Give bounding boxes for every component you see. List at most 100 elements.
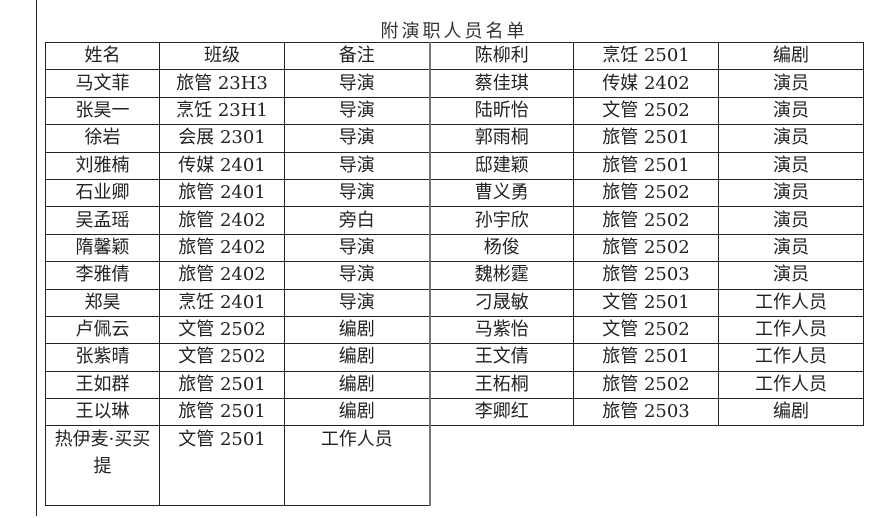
cell-note: 演员	[718, 233, 864, 263]
table-header-row: 姓名 班级 备注 陈柳利 烹饪 2501 编剧	[45, 41, 864, 71]
empty-cell	[719, 426, 864, 506]
cell-class: 传媒 2402	[573, 69, 719, 98]
table-row: 郑昊 烹饪 2401 导演 刁晟敏 文管 2501 工作人员	[45, 288, 864, 317]
cell-class: 旅管 2502	[573, 233, 719, 263]
cell-class: 文管 2502	[159, 343, 285, 372]
cell-note: 导演	[284, 288, 431, 317]
table-row: 徐岩 会展 2301 导演 郭雨桐 旅管 2501 演员	[45, 124, 864, 153]
table-row: 吴孟瑶 旅管 2402 旁白 孙宇欣 旅管 2502 演员	[45, 206, 864, 235]
cell-class: 旅管 2501	[573, 151, 719, 180]
cell-note: 工作人员	[718, 315, 864, 345]
cell-note: 编剧	[284, 343, 431, 372]
cell-class: 旅管 2502	[573, 206, 719, 235]
header-note: 备注	[284, 41, 431, 71]
cell-note: 导演	[284, 261, 431, 290]
cell-class: 旅管 23H3	[159, 69, 285, 98]
cell-name: 王文倩	[429, 343, 574, 372]
cell-name: 王柘桐	[429, 370, 574, 400]
table-row: 王以琳 旅管 2501 编剧 李卿红 旅管 2503 编剧	[45, 398, 864, 427]
cell-class: 文管 2501	[159, 425, 285, 507]
cell-note: 编剧	[284, 370, 431, 400]
cell-name: 石业卿	[45, 178, 160, 208]
cell-name: 邸建颖	[429, 151, 574, 180]
cell-note: 编剧	[284, 398, 431, 427]
cell-name: 郑昊	[45, 288, 160, 317]
cell-name: 陈柳利	[429, 41, 574, 71]
cell-note: 编剧	[718, 41, 864, 71]
cell-class: 烹饪 2401	[159, 288, 285, 317]
cell-class: 旅管 2503	[573, 261, 719, 290]
cell-class: 旅管 2501	[573, 124, 719, 153]
cell-note: 导演	[284, 233, 431, 263]
document-title: 附演职人员名单	[380, 21, 528, 42]
cell-class: 传媒 2401	[159, 151, 285, 180]
cell-class: 旅管 2501	[159, 370, 285, 400]
cell-name: 郭雨桐	[429, 124, 574, 153]
cast-crew-table: 姓名 班级 备注 陈柳利 烹饪 2501 编剧 马文菲 旅管 23H3 导演 蔡佳琪 传媒 2402…	[45, 41, 864, 507]
cell-name: 张紫晴	[45, 343, 160, 372]
cell-class: 会展 2301	[159, 124, 285, 153]
cell-class: 旅管 2502	[573, 370, 719, 400]
cell-note: 导演	[284, 69, 431, 98]
cell-name: 刁晟敏	[429, 288, 574, 317]
table-row: 马文菲 旅管 23H3 导演 蔡佳琪 传媒 2402 演员	[45, 69, 864, 98]
cell-note: 导演	[284, 178, 431, 208]
table-row: 张紫晴 文管 2502 编剧 王文倩 旅管 2501 工作人员	[45, 343, 864, 372]
cell-note: 演员	[718, 124, 864, 153]
cell-name: 马紫怡	[429, 315, 574, 345]
cell-note: 演员	[718, 206, 864, 235]
cell-class: 文管 2502	[159, 315, 285, 345]
header-name: 姓名	[45, 41, 160, 71]
cell-name: 孙宇欣	[429, 206, 574, 235]
table-row: 李雅倩 旅管 2402 导演 魏彬霆 旅管 2503 演员	[45, 261, 864, 290]
table-row: 王如群 旅管 2501 编剧 王柘桐 旅管 2502 工作人员	[45, 370, 864, 400]
cell-note: 演员	[718, 69, 864, 98]
cell-note: 编剧	[284, 315, 431, 345]
cell-class: 文管 2501	[573, 288, 719, 317]
table-row: 热伊麦·买买提 文管 2501 工作人员	[45, 425, 864, 507]
cell-name: 陆昕怡	[429, 96, 574, 126]
cell-class: 旅管 2503	[573, 398, 719, 427]
cell-name: 王以琳	[45, 398, 160, 427]
cell-note: 演员	[718, 178, 864, 208]
cell-name: 李雅倩	[45, 261, 160, 290]
cell-note: 导演	[284, 96, 431, 126]
cell-class: 文管 2502	[573, 315, 719, 345]
cell-class: 旅管 2402	[159, 261, 285, 290]
cell-class: 烹饪 2501	[573, 41, 719, 71]
cell-class: 旅管 2401	[159, 178, 285, 208]
cell-note: 导演	[284, 151, 431, 180]
table-row: 隋馨颖 旅管 2402 导演 杨俊 旅管 2502 演员	[45, 233, 864, 263]
cell-name: 魏彬霆	[429, 261, 574, 290]
cell-name: 李卿红	[429, 398, 574, 427]
cell-note: 演员	[718, 261, 864, 290]
table-row: 刘雅楠 传媒 2401 导演 邸建颖 旅管 2501 演员	[45, 151, 864, 180]
cell-name: 吴孟瑶	[45, 206, 160, 235]
cell-name: 杨俊	[429, 233, 574, 263]
cell-note: 演员	[718, 96, 864, 126]
cell-class: 旅管 2501	[159, 398, 285, 427]
cell-name: 马文菲	[45, 69, 160, 98]
cell-note: 演员	[718, 151, 864, 180]
cell-note: 旁白	[284, 206, 431, 235]
cell-name: 刘雅楠	[45, 151, 160, 180]
cell-note: 工作人员	[718, 343, 864, 372]
cell-name: 张昊一	[45, 96, 160, 126]
cell-class: 文管 2502	[573, 96, 719, 126]
cell-name: 隋馨颖	[45, 233, 160, 263]
cell-class: 烹饪 23H1	[159, 96, 285, 126]
page-margin-line	[36, 0, 37, 516]
cell-note: 工作人员	[718, 288, 864, 317]
table-row: 卢佩云 文管 2502 编剧 马紫怡 文管 2502 工作人员	[45, 315, 864, 345]
table-row: 石业卿 旅管 2401 导演 曹义勇 旅管 2502 演员	[45, 178, 864, 208]
cell-class: 旅管 2402	[159, 206, 285, 235]
cell-name: 王如群	[45, 370, 160, 400]
cell-note: 工作人员	[718, 370, 864, 400]
empty-cell	[574, 426, 719, 506]
cell-class: 旅管 2501	[573, 343, 719, 372]
cell-name: 蔡佳琪	[429, 69, 574, 98]
header-class: 班级	[159, 41, 285, 71]
table-row: 张昊一 烹饪 23H1 导演 陆昕怡 文管 2502 演员	[45, 96, 864, 126]
empty-cell	[430, 426, 574, 506]
cell-note: 编剧	[718, 398, 864, 427]
